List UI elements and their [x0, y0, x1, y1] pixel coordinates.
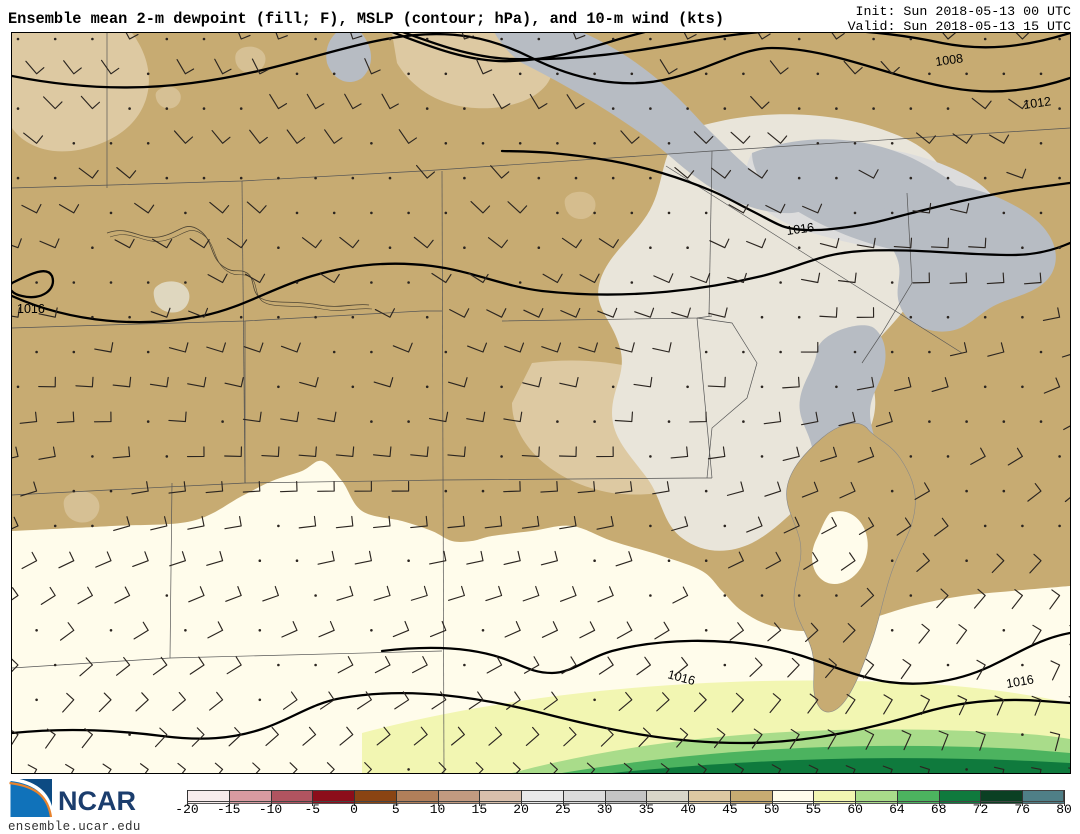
- svg-text:NCAR: NCAR: [58, 786, 136, 816]
